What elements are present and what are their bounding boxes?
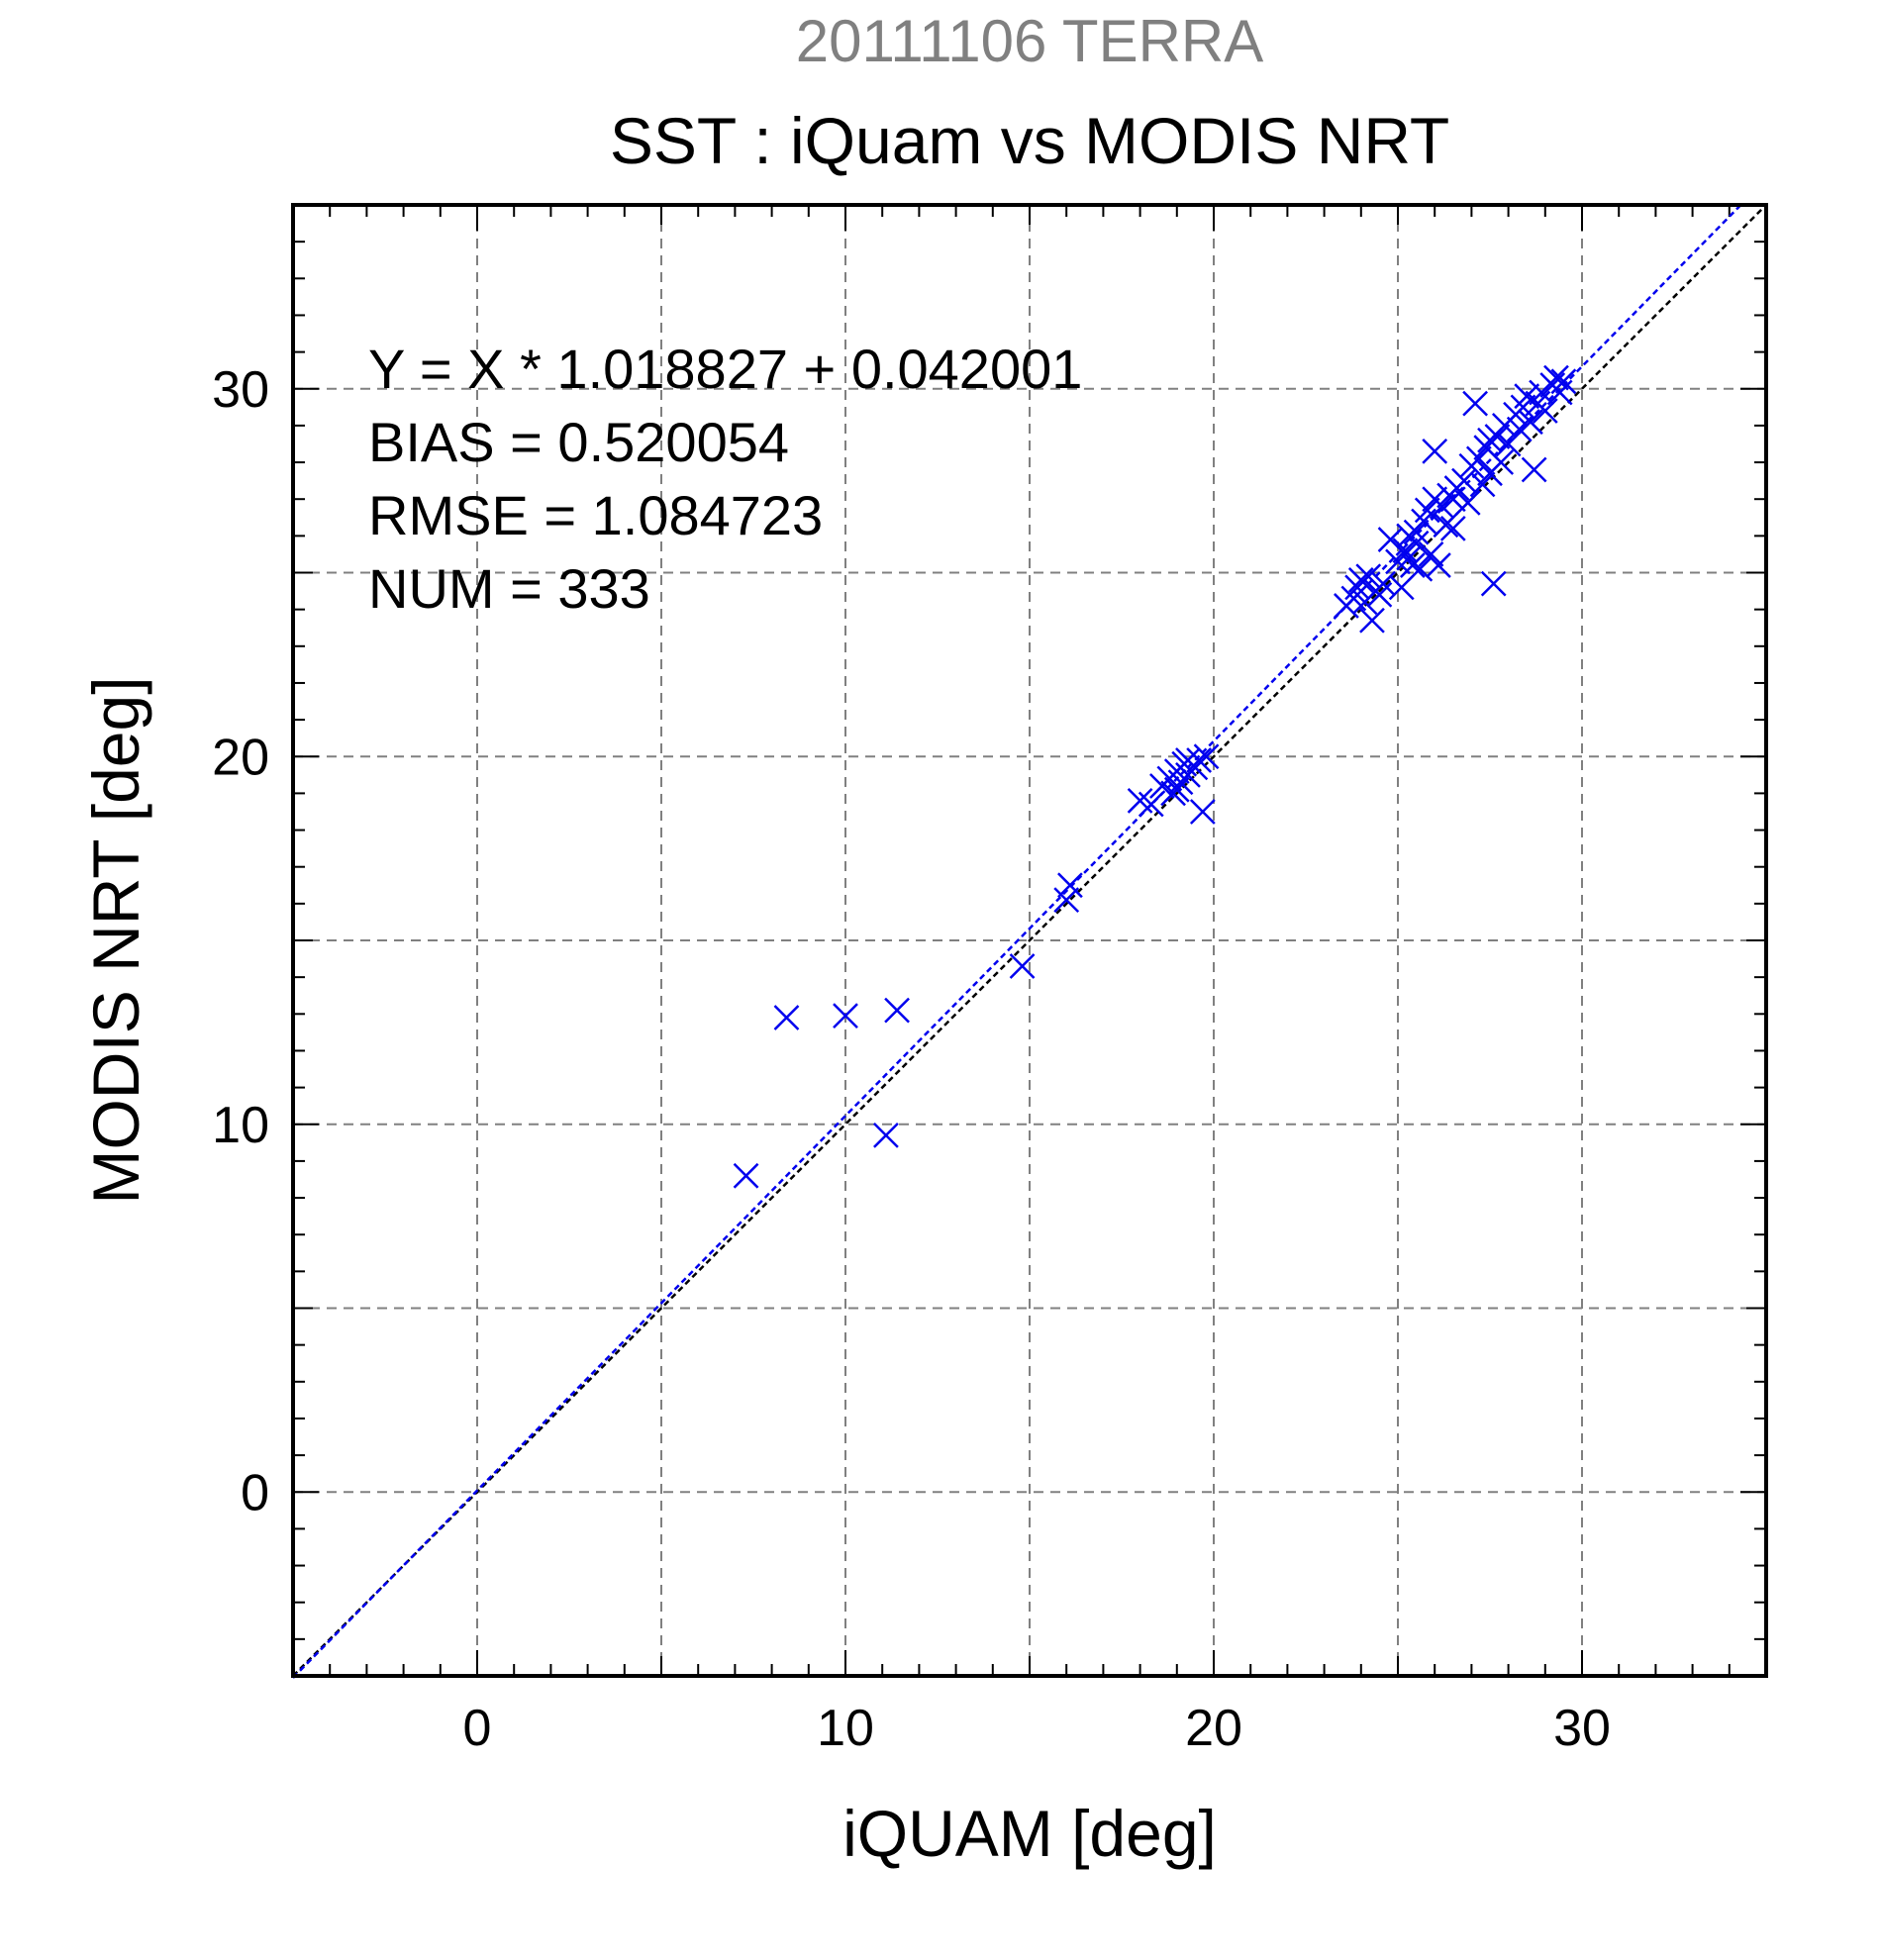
data-point	[1439, 516, 1466, 541]
data-point	[1550, 368, 1577, 395]
data-point	[1495, 431, 1522, 457]
stats-line: BIAS = 0.520054	[368, 411, 789, 473]
data-point	[1138, 791, 1164, 818]
y-axis-label: MODIS NRT [deg]	[79, 676, 152, 1204]
stats-annotation: Y = X * 1.018827 + 0.042001 BIAS = 0.5200…	[368, 338, 1082, 620]
data-point	[1396, 544, 1423, 571]
tick-labels: 0 10 20 30 0 10 20 30	[212, 361, 1611, 1757]
data-point	[1414, 497, 1440, 524]
data-point	[1009, 953, 1036, 979]
data-point	[1439, 486, 1466, 513]
data-point	[1480, 570, 1507, 597]
data-point	[1355, 563, 1382, 590]
data-point	[873, 1123, 899, 1148]
data-point	[1422, 439, 1448, 464]
data-point	[1175, 747, 1201, 773]
data-point	[733, 1162, 759, 1189]
reference-lines	[292, 204, 1767, 1679]
x-axis-label: iQUAM [deg]	[842, 1797, 1217, 1870]
data-point	[833, 1003, 858, 1029]
data-point	[1418, 541, 1444, 567]
fit-line	[292, 204, 1742, 1679]
x-tick-label: 20	[1185, 1700, 1242, 1757]
data-point	[1532, 398, 1558, 424]
data-point	[1433, 512, 1459, 539]
x-tick-label: 0	[463, 1700, 492, 1757]
data-point	[1488, 449, 1515, 475]
data-point	[1521, 456, 1547, 483]
stats-line: Y = X * 1.018827 + 0.042001	[368, 338, 1082, 400]
data-point	[1403, 519, 1430, 545]
grid-lines	[293, 205, 1766, 1676]
x-tick-label: 10	[817, 1700, 874, 1757]
data-point	[1426, 552, 1451, 578]
data-points	[733, 364, 1577, 1189]
data-point	[1506, 416, 1533, 442]
data-point	[1392, 538, 1419, 564]
data-point	[1462, 390, 1489, 417]
data-point	[773, 1005, 800, 1030]
data-point	[1186, 747, 1213, 773]
data-point	[1053, 887, 1080, 914]
data-point	[1057, 872, 1083, 899]
chart-subtitle: 20111106 TERRA	[796, 8, 1264, 74]
y-tick-label: 0	[241, 1464, 269, 1521]
x-tick-label: 30	[1553, 1700, 1611, 1757]
data-point	[1514, 383, 1540, 410]
data-point	[1465, 445, 1492, 472]
data-point	[1429, 493, 1455, 520]
data-point	[1484, 424, 1511, 449]
data-point	[1454, 490, 1481, 516]
data-point	[1399, 552, 1426, 578]
data-point	[1189, 799, 1216, 825]
stats-line: RMSE = 1.084723	[368, 484, 823, 546]
data-point	[1543, 364, 1569, 391]
data-point	[1347, 567, 1374, 593]
y-tick-label: 20	[212, 729, 269, 786]
data-point	[1403, 530, 1430, 556]
stats-line: NUM = 333	[368, 557, 650, 620]
identity-line	[292, 204, 1767, 1677]
data-point	[1359, 607, 1385, 634]
data-point	[1518, 409, 1543, 436]
data-point	[1469, 471, 1496, 498]
plot-frame	[291, 203, 1768, 1678]
data-point	[884, 997, 910, 1024]
chart-title: SST : iQuam vs MODIS NRT	[610, 104, 1449, 177]
data-point	[1163, 776, 1190, 803]
data-point	[1477, 427, 1503, 453]
y-tick-label: 30	[212, 361, 269, 419]
y-tick-label: 10	[212, 1097, 269, 1154]
